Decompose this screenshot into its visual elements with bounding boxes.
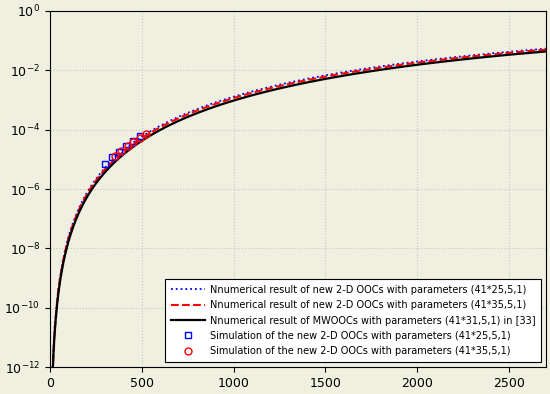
- Simulation of the new 2-D OOCs with parameters (41*25,5,1): [109, 154, 116, 159]
- Nnumerical result of MWOOCs with parameters (41*31,5,1) in [33]: [275, 86, 282, 91]
- Nnumerical result of new 2-D OOCs with parameters (41*25,5,1): [529, 47, 535, 52]
- Nnumerical result of new 2-D OOCs with parameters (41*25,5,1): [437, 56, 444, 61]
- Nnumerical result of new 2-D OOCs with parameters (41*25,5,1): [275, 83, 282, 87]
- Simulation of the new 2-D OOCs with parameters (41*35,5,1): [130, 140, 137, 145]
- Line: Nnumerical result of new 2-D OOCs with parameters (41*25,5,1): Nnumerical result of new 2-D OOCs with p…: [50, 48, 546, 394]
- Line: Nnumerical result of MWOOCs with parameters (41*31,5,1) in [33]: Nnumerical result of MWOOCs with paramet…: [50, 52, 546, 394]
- Simulation of the new 2-D OOCs with parameters (41*35,5,1): [143, 132, 150, 137]
- Nnumerical result of MWOOCs with parameters (41*31,5,1) in [33]: [529, 50, 535, 55]
- Nnumerical result of new 2-D OOCs with parameters (41*35,5,1): [437, 58, 444, 62]
- Nnumerical result of new 2-D OOCs with parameters (41*25,5,1): [528, 47, 535, 52]
- Simulation of the new 2-D OOCs with parameters (41*35,5,1): [118, 149, 125, 153]
- Nnumerical result of new 2-D OOCs with parameters (41*35,5,1): [275, 84, 282, 89]
- Line: Simulation of the new 2-D OOCs with parameters (41*25,5,1): Simulation of the new 2-D OOCs with para…: [101, 133, 144, 167]
- Nnumerical result of MWOOCs with parameters (41*31,5,1) in [33]: [528, 50, 535, 55]
- Simulation of the new 2-D OOCs with parameters (41*25,5,1): [123, 143, 129, 148]
- Nnumerical result of MWOOCs with parameters (41*31,5,1) in [33]: [288, 84, 295, 88]
- Line: Nnumerical result of new 2-D OOCs with parameters (41*35,5,1): Nnumerical result of new 2-D OOCs with p…: [50, 50, 546, 394]
- Nnumerical result of MWOOCs with parameters (41*31,5,1) in [33]: [73, 218, 79, 223]
- Nnumerical result of new 2-D OOCs with parameters (41*25,5,1): [288, 80, 295, 84]
- Nnumerical result of new 2-D OOCs with parameters (41*35,5,1): [288, 81, 295, 86]
- Nnumerical result of new 2-D OOCs with parameters (41*35,5,1): [529, 48, 535, 53]
- Nnumerical result of new 2-D OOCs with parameters (41*35,5,1): [73, 215, 79, 220]
- Simulation of the new 2-D OOCs with parameters (41*25,5,1): [130, 138, 137, 143]
- Nnumerical result of MWOOCs with parameters (41*31,5,1) in [33]: [437, 59, 444, 64]
- Simulation of the new 2-D OOCs with parameters (41*35,5,1): [112, 154, 118, 158]
- Nnumerical result of new 2-D OOCs with parameters (41*25,5,1): [542, 46, 549, 51]
- Nnumerical result of new 2-D OOCs with parameters (41*25,5,1): [73, 214, 79, 218]
- Nnumerical result of MWOOCs with parameters (41*31,5,1) in [33]: [542, 49, 549, 54]
- Legend: Nnumerical result of new 2-D OOCs with parameters (41*25,5,1), Nnumerical result: Nnumerical result of new 2-D OOCs with p…: [165, 279, 541, 362]
- Line: Simulation of the new 2-D OOCs with parameters (41*35,5,1): Simulation of the new 2-D OOCs with para…: [112, 131, 150, 160]
- Simulation of the new 2-D OOCs with parameters (41*35,5,1): [136, 136, 143, 141]
- Simulation of the new 2-D OOCs with parameters (41*25,5,1): [116, 149, 122, 154]
- Nnumerical result of new 2-D OOCs with parameters (41*35,5,1): [542, 47, 549, 52]
- Nnumerical result of new 2-D OOCs with parameters (41*35,5,1): [528, 48, 535, 53]
- Simulation of the new 2-D OOCs with parameters (41*25,5,1): [136, 134, 143, 139]
- Simulation of the new 2-D OOCs with parameters (41*35,5,1): [125, 144, 131, 149]
- Simulation of the new 2-D OOCs with parameters (41*25,5,1): [102, 162, 108, 166]
